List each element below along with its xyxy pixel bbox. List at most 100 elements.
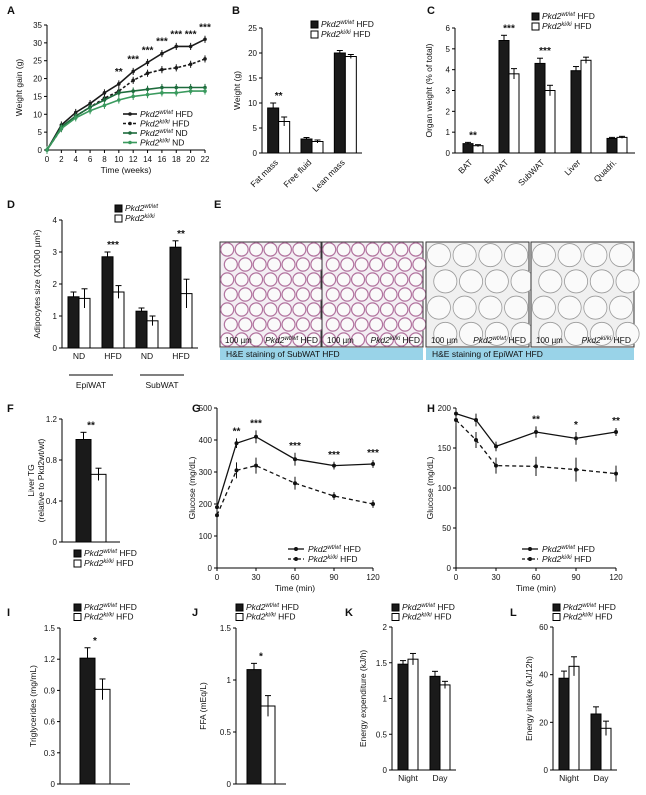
adipocyte-cell <box>248 272 264 287</box>
significance-mark: ** <box>469 130 477 141</box>
bar-ki <box>472 145 484 154</box>
bar-ki <box>439 684 451 771</box>
adipocyte-cell <box>292 332 307 347</box>
legend-label: Pkd2ki/ki HFD <box>246 612 296 622</box>
adipocyte-cell <box>263 272 278 287</box>
data-point <box>332 463 336 468</box>
panel-label: I <box>7 607 10 619</box>
legend-swatch <box>73 613 82 621</box>
significance-mark: *** <box>250 418 262 429</box>
series-line <box>455 419 617 475</box>
legend-label: Pkd2wt/wt HFD <box>84 548 137 558</box>
adipocyte-cell <box>340 317 355 332</box>
adipocyte-cell <box>383 257 398 272</box>
y-tick-label: 4 <box>53 216 58 225</box>
significance-mark: ** <box>275 91 283 102</box>
scale-bar-label: 100 µm <box>327 336 354 345</box>
x-tick-label: 2 <box>59 155 64 164</box>
y-tick-label: 20 <box>33 75 42 84</box>
adipocyte-cell <box>426 295 451 320</box>
legend-label: Pkd2ki/ki HFD <box>321 29 371 39</box>
legend-swatch <box>73 559 82 568</box>
y-tick-label: 0 <box>53 538 58 547</box>
legend-label: Pkd2wt/wt HFD <box>246 602 299 612</box>
x-tick-label: 60 <box>532 573 541 582</box>
x-tick-label: Fat mass <box>248 157 280 189</box>
y-tick-label: 1.5 <box>376 659 388 668</box>
adipocyte-cell <box>408 332 423 347</box>
data-point <box>215 513 219 518</box>
adipocyte-cell <box>292 242 307 257</box>
legend-swatch <box>310 20 319 29</box>
y-tick-label: 0 <box>208 564 213 573</box>
y-tick-label: 10 <box>248 99 257 108</box>
panel-H: H 0 50 100 150 200 0 30 60 90 120 Time (min) Glucose… <box>425 403 623 593</box>
y-tick-label: 0 <box>253 149 258 158</box>
adipocyte-cell <box>220 302 235 317</box>
legend-label: Pkd2wt/wt HFD <box>321 19 374 29</box>
panel-K: K 0 0.5 1 1.5 2 Energy expenditure (kJ/h) Night… <box>345 602 456 783</box>
y-axis-label: Energy intake (kJ/12h) <box>524 656 534 741</box>
data-point <box>131 94 135 99</box>
legend-swatch <box>531 12 540 21</box>
adipocyte-cell <box>220 242 235 257</box>
x-tick-label: 120 <box>609 573 623 582</box>
adipocyte-cell <box>369 317 384 332</box>
y-axis-label: Weight (g) <box>232 71 242 110</box>
adipocyte-cell <box>322 272 337 287</box>
legend-label: Pkd2ki/ki HFD <box>542 554 592 564</box>
adipocyte-cell <box>277 242 293 257</box>
legend-label: Pkd2wt/wt HFD <box>542 11 595 21</box>
adipocyte-cell <box>234 242 249 257</box>
significance-mark: *** <box>367 448 379 459</box>
adipocyte-cell <box>412 287 427 302</box>
series-line <box>216 464 374 516</box>
y-tick-label: 1 <box>446 128 451 137</box>
data-point <box>293 457 297 462</box>
series-line <box>216 436 374 508</box>
data-point <box>131 78 135 83</box>
y-tick-label: 60 <box>539 623 548 632</box>
adipocyte-cell <box>292 302 307 317</box>
data-point <box>174 44 179 49</box>
adipocyte-cell <box>292 272 307 287</box>
data-point <box>88 105 92 109</box>
adipocyte-cell <box>538 269 563 294</box>
adipocyte-cell <box>325 287 340 302</box>
y-tick-label: 0.6 <box>44 718 56 727</box>
y-tick-label: 200 <box>438 404 452 413</box>
significance-mark: * <box>93 636 97 647</box>
adipocyte-cell <box>531 243 556 268</box>
adipocyte-cell <box>336 242 351 257</box>
panel-label: B <box>232 5 240 17</box>
legend-marker <box>294 547 298 551</box>
adipocyte-cell <box>365 242 380 257</box>
y-tick-label: 15 <box>248 74 257 83</box>
adipocyte-cell <box>564 269 589 294</box>
x-tick-label: 60 <box>291 573 300 582</box>
significance-mark: * <box>574 420 578 431</box>
significance-mark: *** <box>170 30 182 41</box>
data-point <box>174 85 179 90</box>
legend-swatch <box>552 613 561 621</box>
y-tick-label: 1.5 <box>44 624 56 633</box>
data-point <box>102 98 107 102</box>
legend-marker <box>128 131 132 135</box>
y-tick-label: 300 <box>199 468 213 477</box>
series-line <box>46 90 205 151</box>
bar-wt <box>590 713 602 771</box>
panel-label: F <box>7 403 14 415</box>
adipocyte-cell <box>267 257 282 272</box>
y-tick-label: 3 <box>53 248 58 257</box>
x-tick-label: Night <box>559 773 579 783</box>
data-point <box>88 108 92 113</box>
x-tick-label: Night <box>398 773 418 783</box>
series-line <box>46 86 205 151</box>
panel-J: J 0 0.5 1 1.5 FFA (mEq/L) * Pkd2wt/wt HFDPkd2ki… <box>192 602 299 789</box>
x-tick-label: Lean mass <box>310 157 346 193</box>
data-point <box>59 126 64 131</box>
adipocyte-cell <box>322 332 337 347</box>
y-tick-label: 15 <box>33 92 42 101</box>
scale-bar-label: 100 µm <box>225 336 252 345</box>
